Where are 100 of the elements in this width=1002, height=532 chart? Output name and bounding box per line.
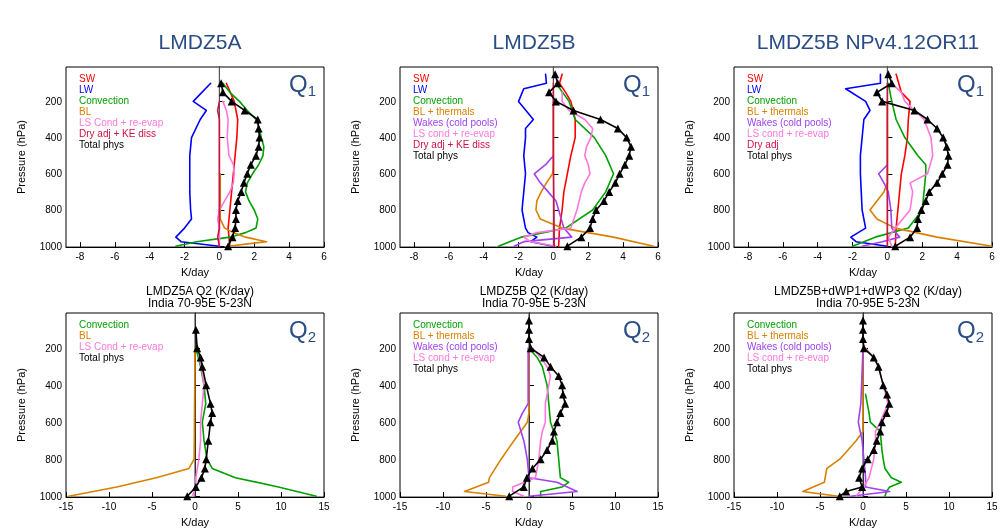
x-tick-label: 2 (585, 250, 592, 262)
text: Total phys (79, 139, 125, 150)
y-tick-label: 1000 (373, 240, 397, 252)
y-tick-label: 400 (713, 132, 731, 144)
text: Total phys (413, 363, 459, 374)
x-tick-label: 4 (954, 250, 961, 262)
text: Wakes (cold pools) (413, 341, 498, 352)
text: BL + thermals (747, 106, 809, 117)
chart-subtitle: India 70-95E 5-23N (481, 296, 587, 310)
x-tick-label: -2 (848, 250, 858, 262)
text: Dry adj + KE diss (413, 139, 490, 150)
y-axis-title: Pressure (hPa) (14, 368, 27, 443)
y-axis-title: Pressure (hPa) (348, 120, 361, 195)
x-axis-title: K/day (514, 265, 544, 278)
x-tick-label: -2 (180, 250, 190, 262)
y-tick-label: 1000 (39, 490, 63, 502)
x-tick-label: 15 (652, 500, 664, 512)
text: Wakes (cold pools) (747, 341, 832, 352)
text: LS Cond + re-evap (79, 341, 164, 352)
y-tick-label: 1000 (707, 490, 731, 502)
chart-title: LMDZ5A Q2 (K/day) (145, 284, 255, 298)
y-tick-label: 600 (379, 416, 397, 428)
x-tick-label: -8 (743, 250, 753, 262)
x-tick-label: -2 (514, 250, 524, 262)
text: Total phys (413, 150, 459, 161)
text: Total phys (747, 363, 793, 374)
x-tick-label: 2 (251, 250, 258, 262)
y-tick-label: 400 (45, 132, 63, 144)
chart-title: LMDZ5A (158, 30, 242, 53)
y-tick-label: 200 (713, 95, 731, 107)
text: SW (79, 73, 96, 84)
x-tick-label: -10 (435, 500, 451, 512)
text: Convection (79, 95, 130, 106)
x-tick-label: -6 (110, 250, 120, 262)
text: Wakes (cold pools) (747, 117, 832, 128)
text: Dry adj + KE diss (79, 128, 156, 139)
y-tick-label: 200 (379, 95, 397, 107)
x-tick-label: 0 (192, 500, 199, 512)
x-tick-label: -8 (75, 250, 85, 262)
text: BL (79, 330, 92, 341)
x-tick-label: -4 (145, 250, 155, 262)
text: BL + thermals (413, 330, 475, 341)
chart-title: LMDZ5B Q2 (K/day) (479, 284, 589, 298)
y-tick-label: 1000 (707, 240, 731, 252)
x-tick-label: 10 (275, 500, 287, 512)
y-tick-label: 600 (45, 168, 63, 180)
x-tick-label: -6 (778, 250, 788, 262)
x-tick-label: -15 (58, 500, 74, 512)
x-tick-label: 10 (609, 500, 621, 512)
text: LW (747, 84, 762, 95)
x-tick-label: 0 (884, 250, 891, 262)
x-tick-label: -5 (481, 500, 491, 512)
x-tick-label: -10 (769, 500, 785, 512)
y-tick-label: 600 (45, 416, 63, 428)
text: SW (413, 73, 430, 84)
x-tick-label: -8 (409, 250, 419, 262)
text: Dry adj (747, 139, 779, 150)
text: SW (747, 73, 764, 84)
chart-subtitle: India 70-95E 5-23N (815, 296, 921, 310)
y-tick-label: 800 (713, 204, 731, 216)
y-axis-title: Pressure (hPa) (682, 120, 695, 195)
text: Convection (413, 95, 464, 106)
text: LW (79, 84, 94, 95)
y-tick-label: 400 (379, 132, 397, 144)
text: BL + thermals (747, 330, 809, 341)
y-tick-label: 200 (379, 342, 397, 354)
y-tick-label: 400 (379, 379, 397, 391)
x-tick-label: 5 (903, 500, 910, 512)
x-tick-label: 10 (943, 500, 955, 512)
text: LS Cond + re-evap (79, 117, 164, 128)
y-tick-label: 800 (713, 453, 731, 465)
text: Convection (747, 95, 798, 106)
text: LS cond + re-evap (413, 128, 496, 139)
y-tick-label: 600 (379, 168, 397, 180)
x-axis-title: K/day (848, 265, 878, 278)
x-tick-label: 0 (860, 500, 867, 512)
x-tick-label: 5 (569, 500, 576, 512)
y-tick-label: 200 (45, 342, 63, 354)
text: Convection (79, 319, 130, 330)
x-tick-label: 4 (286, 250, 293, 262)
x-tick-label: -10 (101, 500, 117, 512)
x-tick-label: 6 (989, 250, 996, 262)
chart-title: LMDZ5B (492, 30, 576, 53)
x-tick-label: -15 (726, 500, 742, 512)
text: LS cond + re-evap (747, 128, 830, 139)
y-tick-label: 800 (379, 204, 397, 216)
text: Total phys (79, 352, 125, 363)
y-tick-label: 1000 (39, 240, 63, 252)
y-tick-label: 600 (713, 416, 731, 428)
x-tick-label: 0 (550, 250, 557, 262)
x-tick-label: 4 (620, 250, 627, 262)
text: LW (413, 84, 428, 95)
y-tick-label: 800 (45, 204, 63, 216)
text: Wakes (cold pools) (413, 117, 498, 128)
x-tick-label: 0 (526, 500, 533, 512)
x-axis-title: K/day (180, 265, 210, 278)
y-tick-label: 800 (379, 453, 397, 465)
y-tick-label: 1000 (373, 490, 397, 502)
text: BL (79, 106, 92, 117)
x-tick-label: -5 (147, 500, 157, 512)
